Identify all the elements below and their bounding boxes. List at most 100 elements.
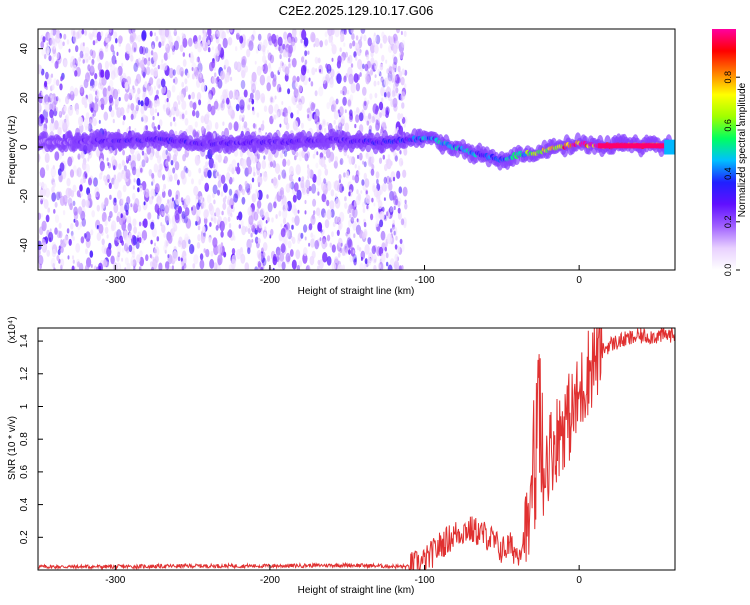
heatmap-cell [350, 216, 354, 224]
heatmap-cell [211, 46, 214, 51]
heatmap-cell [334, 256, 339, 265]
heatmap-cell [239, 150, 243, 158]
heatmap-cell [396, 29, 400, 34]
heatmap-cell [272, 256, 278, 266]
heatmap-cell [236, 32, 240, 40]
heatmap-cell [148, 100, 153, 109]
heatmap-cell [344, 109, 347, 114]
heatmap-cell [338, 183, 344, 193]
snr-multiplier-label: (x10⁴) [7, 316, 18, 343]
heatmap-cell [97, 82, 102, 89]
heatmap-cell [192, 263, 196, 269]
heatmap-cell [202, 29, 205, 34]
heatmap-cell [291, 57, 297, 68]
heatmap-cell [251, 177, 255, 183]
heatmap-cell [597, 143, 665, 149]
heatmap-cell [281, 101, 284, 105]
heatmap-cell [133, 226, 138, 234]
heatmap-cell [188, 37, 193, 47]
heatmap-cell [158, 119, 163, 127]
heatmap-cell [87, 93, 94, 104]
heatmap-cell [396, 170, 401, 179]
heatmap-cell [167, 169, 172, 178]
heatmap-cell [52, 41, 54, 46]
heatmap-cell [340, 37, 343, 43]
heatmap-cell [263, 155, 266, 160]
heatmap-cell [41, 48, 46, 57]
heatmap-cell [152, 258, 158, 270]
heatmap-cell [115, 262, 122, 270]
heatmap-cell [90, 107, 94, 113]
heatmap-cell [317, 57, 321, 64]
heatmap-cell [44, 80, 48, 88]
heatmap-cell [230, 105, 233, 111]
heatmap-cell [214, 72, 217, 78]
heatmap-cell [195, 194, 198, 200]
heatmap-cell [268, 65, 272, 73]
heatmap-cell [102, 87, 108, 97]
heatmap-cell [38, 115, 44, 127]
heatmap-cell [321, 231, 324, 237]
heatmap-cell [357, 59, 363, 70]
heatmap-cell [346, 227, 351, 235]
heatmap-cell [173, 173, 178, 181]
heatmap-cell [152, 115, 155, 121]
heatmap-cell [209, 222, 212, 227]
heatmap-cell [51, 192, 57, 202]
heatmap-cell [212, 192, 215, 199]
heatmap-cell [121, 62, 124, 67]
heatmap-cell [195, 214, 200, 222]
heatmap-cell [257, 237, 261, 244]
heatmap-cell [217, 154, 222, 163]
heatmap-cell [133, 178, 136, 183]
heatmap-cell [350, 204, 353, 210]
heatmap-cell [185, 167, 189, 174]
heatmap-cell [40, 213, 44, 218]
heatmap-cell [400, 30, 403, 36]
heatmap-cell [126, 155, 129, 161]
heatmap-cell [233, 193, 239, 203]
heatmap-cell [301, 149, 306, 159]
heatmap-cell [350, 29, 354, 34]
heatmap-cell [401, 78, 405, 85]
heatmap-cell [203, 232, 206, 237]
heatmap-cell [313, 43, 316, 48]
heatmap-cell [375, 171, 380, 179]
heatmap-cell [63, 59, 68, 68]
heatmap-cell [117, 190, 122, 200]
heatmap-cell [348, 191, 351, 197]
heatmap-cell [367, 37, 372, 47]
heatmap-cell [181, 211, 186, 220]
heatmap-cell [302, 187, 305, 194]
heatmap-cell [92, 40, 96, 46]
heatmap-cell [403, 83, 407, 89]
heatmap-cell [98, 223, 104, 234]
heatmap-cell [156, 98, 160, 104]
heatmap-cell [55, 59, 59, 66]
heatmap-cell [47, 96, 51, 103]
heatmap-cell [138, 237, 142, 244]
heatmap-cell [130, 203, 133, 208]
heatmap-cell [254, 95, 257, 101]
heatmap-cell [340, 242, 343, 247]
heatmap-cell [81, 198, 86, 208]
heatmap-cell [324, 127, 327, 133]
heatmap-cell [382, 154, 385, 160]
heatmap-cell [348, 54, 353, 64]
heatmap-cell [148, 57, 151, 62]
heatmap-cell [261, 159, 267, 170]
heatmap-cell [369, 69, 374, 76]
snr-x-tick-label: -200 [260, 575, 280, 586]
heatmap-cell [130, 260, 134, 267]
heatmap-cell [198, 60, 201, 65]
heatmap-cell [118, 107, 122, 114]
heatmap-cell [240, 220, 244, 227]
heatmap-cell [178, 205, 182, 214]
heatmap-cell [109, 194, 112, 200]
heatmap-cell [356, 189, 359, 195]
heatmap-cell [58, 98, 61, 103]
heatmap-cell [313, 113, 319, 122]
heatmap-cell [60, 239, 63, 245]
heatmap-cell [244, 262, 250, 270]
heatmap-cell [170, 159, 174, 166]
